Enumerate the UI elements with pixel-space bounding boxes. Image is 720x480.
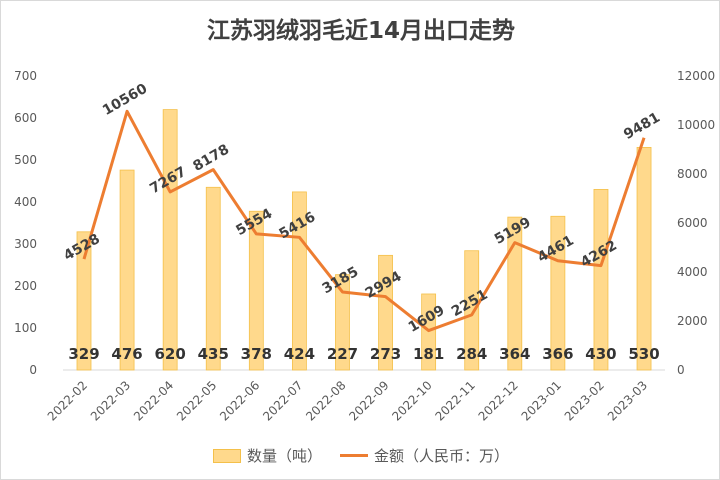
bar-data-label: 620 bbox=[155, 345, 186, 363]
y-left-tick: 200 bbox=[14, 279, 37, 293]
x-tick-label: 2022-09 bbox=[346, 378, 391, 423]
bar-data-label: 530 bbox=[628, 345, 659, 363]
x-tick-label: 2023-03 bbox=[605, 378, 650, 423]
bar-data-label: 273 bbox=[370, 345, 401, 363]
bar bbox=[593, 188, 609, 371]
x-tick-label: 2022-11 bbox=[432, 378, 477, 423]
x-tick-label: 2023-01 bbox=[519, 378, 564, 423]
legend-bar-swatch bbox=[212, 448, 241, 463]
y-right-tick: 8000 bbox=[677, 167, 708, 181]
y-left-tick: 600 bbox=[14, 111, 37, 125]
bar bbox=[162, 109, 178, 371]
bar-data-label: 366 bbox=[542, 345, 573, 363]
legend-line-swatch bbox=[340, 454, 368, 457]
bar bbox=[464, 250, 480, 371]
bar-data-label: 329 bbox=[68, 345, 99, 363]
x-tick-label: 2022-06 bbox=[217, 378, 262, 423]
bar bbox=[636, 146, 652, 371]
y-left-tick: 300 bbox=[14, 237, 37, 251]
legend-bar-label: 数量（吨） bbox=[246, 447, 322, 465]
y-left-tick: 400 bbox=[14, 195, 37, 209]
x-tick-label: 2022-12 bbox=[476, 378, 521, 423]
bar bbox=[205, 186, 221, 371]
bar bbox=[76, 231, 92, 371]
x-tick-label: 2022-05 bbox=[174, 378, 219, 423]
chart-title: 江苏羽绒羽毛近14月出口走势 bbox=[206, 18, 515, 44]
x-tick-label: 2023-02 bbox=[562, 378, 607, 423]
amount-line bbox=[82, 109, 646, 333]
x-tick-label: 2022-02 bbox=[45, 378, 90, 423]
bar-data-label: 378 bbox=[241, 345, 272, 363]
y-right-tick: 4000 bbox=[677, 265, 708, 279]
x-tick-label: 2022-07 bbox=[260, 378, 305, 423]
bar bbox=[248, 210, 264, 371]
bar-data-label: 364 bbox=[499, 345, 530, 363]
y-right-tick: 6000 bbox=[677, 216, 708, 230]
y-left-tick: 100 bbox=[14, 321, 37, 335]
bar bbox=[378, 254, 393, 371]
bar-data-label: 435 bbox=[198, 345, 229, 363]
y-right-tick: 12000 bbox=[677, 69, 715, 83]
bar-data-label: 227 bbox=[327, 345, 358, 363]
x-tick-label: 2022-10 bbox=[389, 378, 434, 423]
bar bbox=[550, 215, 566, 371]
y-left-tick: 0 bbox=[29, 363, 37, 377]
legend-line-label: 金额（人民币：万） bbox=[374, 447, 510, 465]
y-left-tick: 500 bbox=[14, 153, 37, 167]
bar bbox=[335, 274, 350, 371]
bar-data-label: 476 bbox=[111, 345, 142, 363]
line-data-label: 9481 bbox=[621, 110, 663, 143]
bar bbox=[507, 216, 523, 371]
y-right-tick: 2000 bbox=[677, 314, 708, 328]
x-tick-label: 2022-08 bbox=[303, 378, 348, 423]
x-tick-label: 2022-04 bbox=[131, 378, 176, 423]
y-right-tick: 10000 bbox=[677, 118, 715, 132]
x-tick-label: 2022-03 bbox=[88, 378, 133, 423]
y-left-tick: 700 bbox=[14, 69, 37, 83]
bar-data-label: 284 bbox=[456, 345, 487, 363]
legend: 数量（吨） 金额（人民币：万） bbox=[1, 445, 719, 466]
bar-data-label: 181 bbox=[413, 345, 444, 363]
y-right-tick: 0 bbox=[677, 363, 685, 377]
bar-data-label: 430 bbox=[585, 345, 616, 363]
bar bbox=[119, 169, 135, 371]
bar-data-label: 424 bbox=[284, 345, 315, 363]
